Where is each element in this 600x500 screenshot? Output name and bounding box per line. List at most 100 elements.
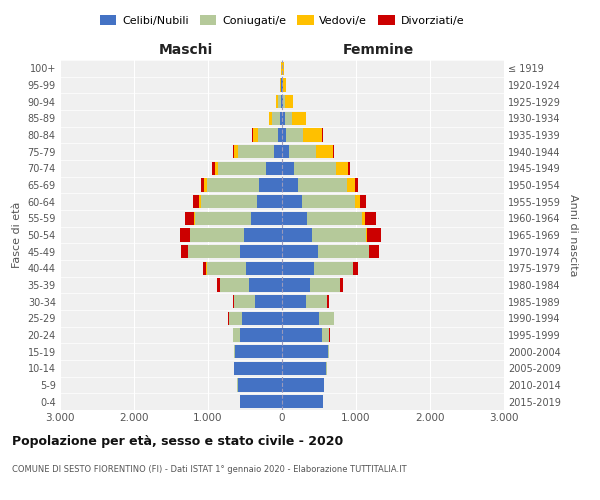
Bar	[282, 295, 307, 308]
Bar	[233, 295, 234, 308]
Bar	[244, 228, 282, 241]
Bar	[302, 195, 355, 208]
Bar	[246, 262, 282, 275]
Bar	[286, 128, 303, 141]
Bar	[282, 112, 285, 125]
Bar	[240, 245, 282, 258]
Bar	[272, 112, 280, 125]
Bar	[282, 212, 307, 225]
Text: Maschi: Maschi	[158, 42, 213, 56]
Bar	[235, 345, 282, 358]
Bar	[240, 395, 282, 408]
Bar	[250, 278, 282, 291]
Bar	[310, 278, 340, 291]
Bar	[367, 228, 381, 241]
Bar	[257, 128, 278, 141]
Bar	[188, 245, 240, 258]
Text: COMUNE DI SESTO FIORENTINO (FI) - Dati ISTAT 1° gennaio 2020 - Elaborazione TUTT: COMUNE DI SESTO FIORENTINO (FI) - Dati I…	[12, 465, 407, 474]
Bar	[200, 195, 257, 208]
Bar	[218, 162, 266, 175]
Bar	[282, 312, 319, 325]
Bar	[282, 262, 314, 275]
Bar	[185, 212, 194, 225]
Bar	[282, 395, 323, 408]
Bar	[282, 128, 286, 141]
Bar	[274, 145, 282, 158]
Bar	[282, 245, 318, 258]
Bar	[294, 162, 336, 175]
Bar	[282, 228, 313, 241]
Bar	[238, 145, 274, 158]
Bar	[298, 178, 347, 192]
Bar	[316, 145, 333, 158]
Bar	[238, 378, 282, 392]
Bar	[282, 328, 322, 342]
Text: Popolazione per età, sesso e stato civile - 2020: Popolazione per età, sesso e stato civil…	[12, 435, 343, 448]
Bar	[318, 245, 368, 258]
Bar	[282, 145, 289, 158]
Bar	[286, 95, 293, 108]
Bar	[282, 362, 326, 375]
Bar	[251, 212, 282, 225]
Bar	[242, 312, 282, 325]
Bar	[256, 295, 282, 308]
Bar	[281, 95, 282, 108]
Bar	[327, 295, 329, 308]
Bar	[202, 178, 204, 192]
Bar	[282, 95, 283, 108]
Bar	[303, 128, 322, 141]
Bar	[212, 162, 215, 175]
Bar	[215, 162, 218, 175]
Bar	[204, 178, 206, 192]
Bar	[307, 212, 362, 225]
Bar	[282, 345, 328, 358]
Bar	[307, 295, 327, 308]
Bar	[336, 162, 348, 175]
Bar	[282, 178, 298, 192]
Bar	[253, 128, 257, 141]
Bar	[234, 345, 235, 358]
Bar	[355, 178, 358, 192]
Legend: Celibi/Nubili, Coniugati/e, Vedovi/e, Divorziati/e: Celibi/Nubili, Coniugati/e, Vedovi/e, Di…	[95, 10, 469, 30]
Bar	[283, 95, 286, 108]
Bar	[365, 212, 376, 225]
Bar	[283, 78, 286, 92]
Bar	[199, 195, 200, 208]
Bar	[365, 228, 367, 241]
Bar	[217, 278, 220, 291]
Bar	[229, 312, 242, 325]
Bar	[233, 328, 240, 342]
Bar	[282, 162, 294, 175]
Text: Femmine: Femmine	[343, 42, 414, 56]
Bar	[277, 95, 278, 108]
Bar	[282, 195, 302, 208]
Bar	[193, 195, 199, 208]
Bar	[328, 345, 329, 358]
Bar	[180, 228, 190, 241]
Bar	[355, 195, 360, 208]
Bar	[206, 262, 246, 275]
Bar	[278, 128, 282, 141]
Bar	[353, 262, 358, 275]
Bar	[259, 178, 282, 192]
Bar	[257, 195, 282, 208]
Bar	[333, 145, 334, 158]
Bar	[322, 328, 329, 342]
Bar	[340, 278, 343, 291]
Bar	[233, 145, 234, 158]
Bar	[362, 212, 365, 225]
Bar	[292, 112, 305, 125]
Bar	[234, 145, 238, 158]
Bar	[220, 278, 250, 291]
Bar	[252, 128, 253, 141]
Bar	[266, 162, 282, 175]
Y-axis label: Anni di nascita: Anni di nascita	[568, 194, 578, 276]
Bar	[319, 312, 334, 325]
Bar	[314, 262, 353, 275]
Bar	[282, 378, 324, 392]
Bar	[234, 362, 282, 375]
Bar	[313, 228, 365, 241]
Y-axis label: Fasce di età: Fasce di età	[12, 202, 22, 268]
Bar	[289, 145, 316, 158]
Bar	[347, 178, 355, 192]
